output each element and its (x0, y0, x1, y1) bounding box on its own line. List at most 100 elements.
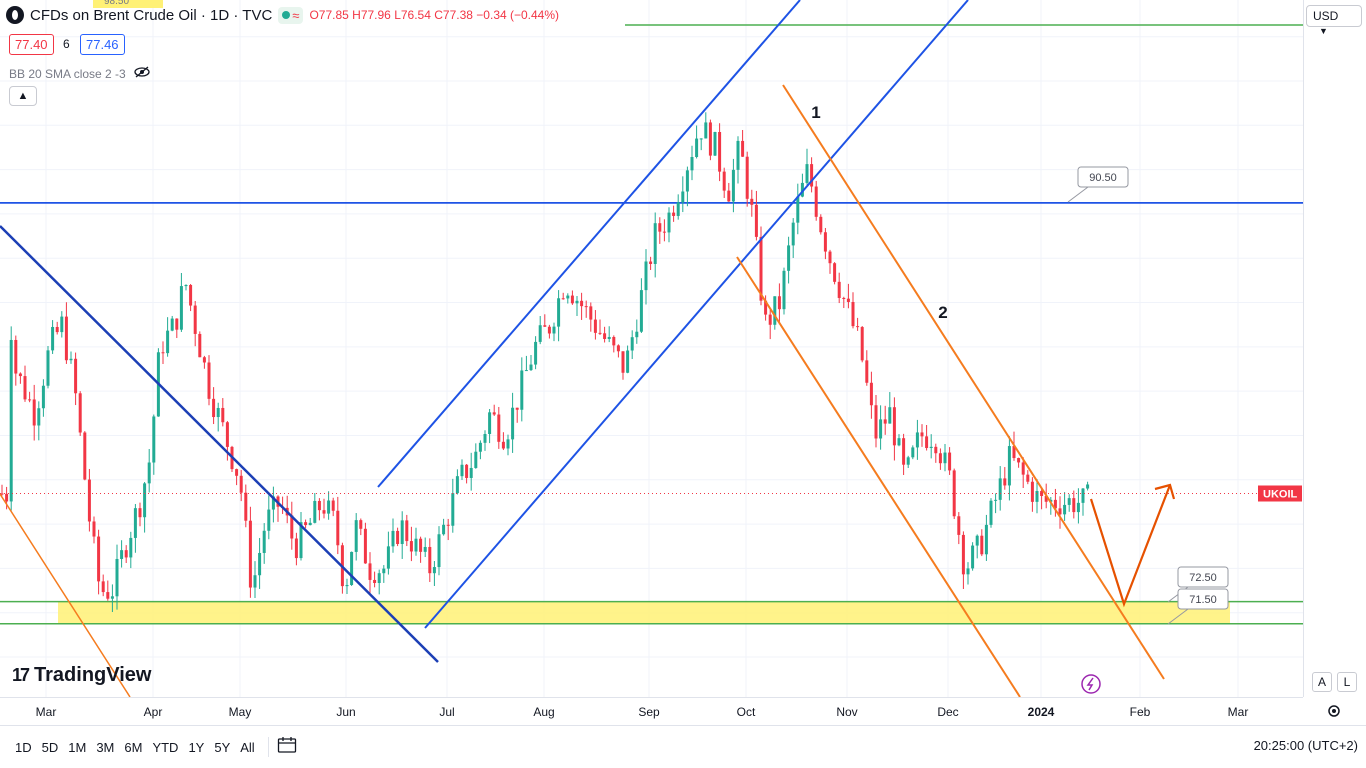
candle-body (225, 422, 229, 447)
range-button-3m[interactable]: 3M (96, 739, 115, 755)
wave-label[interactable]: 1 (811, 103, 820, 122)
candle-body (69, 358, 73, 361)
candle-body (791, 222, 795, 246)
timezone-clock[interactable]: 20:25:00 (UTC+2) (1253, 738, 1358, 753)
candle-body (97, 536, 101, 582)
lightning-event-icon[interactable] (1081, 674, 1101, 694)
auto-scale-button[interactable]: A (1312, 672, 1332, 692)
range-button-1y[interactable]: 1Y (188, 739, 205, 755)
indicator-legend[interactable]: BB 20 SMA close 2 -3 (9, 66, 150, 81)
symbol-title[interactable]: CFDs on Brent Crude Oil · 1D · TVC (30, 6, 273, 24)
candle-body (1040, 491, 1044, 496)
candle-body (184, 285, 188, 287)
candle-body (350, 551, 354, 585)
candle-body (115, 558, 119, 597)
range-button-5d[interactable]: 5D (41, 739, 59, 755)
blue-downtrend-line[interactable] (0, 225, 439, 663)
callout-box[interactable] (1177, 566, 1229, 588)
candle-body (575, 300, 579, 304)
currency-button[interactable]: USD ▼ (1306, 5, 1362, 36)
eye-hidden-icon[interactable] (134, 66, 150, 81)
candle-body (543, 325, 547, 327)
orange-line-left[interactable] (0, 493, 131, 698)
range-button-all[interactable]: All (240, 739, 255, 755)
range-button-6m[interactable]: 6M (124, 739, 143, 755)
tv-mark-icon: 17 (12, 665, 30, 685)
tradingview-logo: 17 TradingView (12, 664, 151, 687)
blue-channel-lower[interactable] (424, 0, 969, 629)
candle-body (911, 447, 915, 458)
candle-body (506, 439, 510, 449)
candle-body (373, 579, 377, 583)
candle-body (262, 530, 266, 553)
time-tick-label: Jun (336, 705, 355, 719)
candle-body (736, 140, 740, 170)
candle-body (584, 306, 588, 308)
callout-pointer (1167, 608, 1189, 625)
candle-body (207, 362, 211, 399)
range-button-1m[interactable]: 1M (68, 739, 87, 755)
candle-body (538, 325, 542, 342)
range-button-5y[interactable]: 5Y (214, 739, 231, 755)
candle-body (1017, 458, 1021, 463)
candle-body (828, 251, 832, 264)
candle-body (920, 432, 924, 437)
range-button-ytd[interactable]: YTD (152, 739, 179, 755)
candle-body (294, 538, 298, 559)
log-scale-button[interactable]: L (1337, 672, 1357, 692)
range-button-1d[interactable]: 1D (15, 739, 32, 755)
price-scale[interactable] (1303, 0, 1366, 697)
candle-body (492, 412, 496, 415)
candle-body (1081, 488, 1085, 503)
indicator-name: BB 20 SMA close 2 -3 (9, 66, 126, 81)
forecast-path[interactable] (1089, 484, 1172, 608)
candle-body (658, 223, 662, 232)
callout-box[interactable] (1177, 588, 1229, 610)
callout-box[interactable] (1077, 166, 1129, 188)
candle-body (92, 521, 96, 537)
candle-body (690, 157, 694, 171)
candle-body (713, 131, 717, 156)
candle-body (133, 508, 137, 538)
candle-body (419, 538, 423, 552)
collapse-legend-button[interactable]: ▲ (9, 86, 37, 106)
candle-body (593, 319, 597, 333)
candle-body (989, 500, 993, 525)
buy-price-button[interactable]: 77.46 (80, 34, 125, 55)
candle-body (952, 470, 956, 517)
blue-channel-upper[interactable] (377, 0, 801, 488)
candle-body (336, 510, 340, 546)
candle-body (644, 261, 648, 291)
candle-body (396, 530, 400, 545)
candle-body (216, 407, 220, 418)
candle-body (994, 499, 998, 501)
candle-body (41, 385, 45, 409)
candle-body (667, 212, 671, 233)
candle-body (143, 483, 147, 518)
orange-channel-upper[interactable] (782, 84, 1165, 680)
callout-text: 71.50 (1189, 594, 1217, 606)
time-axis[interactable] (0, 697, 1303, 725)
range-buttons: 1D 5D 1M 3M 6M YTD 1Y 5Y All (10, 740, 260, 755)
market-status-badge[interactable]: ≈ (278, 6, 304, 24)
candle-body (750, 198, 754, 205)
support-zone[interactable] (58, 601, 1230, 624)
candle-body (106, 592, 110, 599)
gear-icon[interactable] (1328, 705, 1340, 717)
candle-body (745, 156, 749, 199)
candle-body (18, 373, 22, 377)
candle-body (925, 436, 929, 449)
sell-price-button[interactable]: 77.40 (9, 34, 54, 55)
candle-body (442, 524, 446, 535)
orange-channel-lower[interactable] (736, 256, 1021, 698)
candle-body (331, 500, 335, 511)
candle-body (805, 164, 809, 183)
date-range-icon[interactable] (277, 736, 297, 759)
wave-label[interactable]: 2 (938, 303, 947, 322)
candle-body (511, 407, 515, 440)
currency-label: USD (1313, 9, 1339, 23)
candle-body (414, 538, 418, 552)
candle-body (244, 492, 248, 521)
candle-body (598, 332, 602, 334)
